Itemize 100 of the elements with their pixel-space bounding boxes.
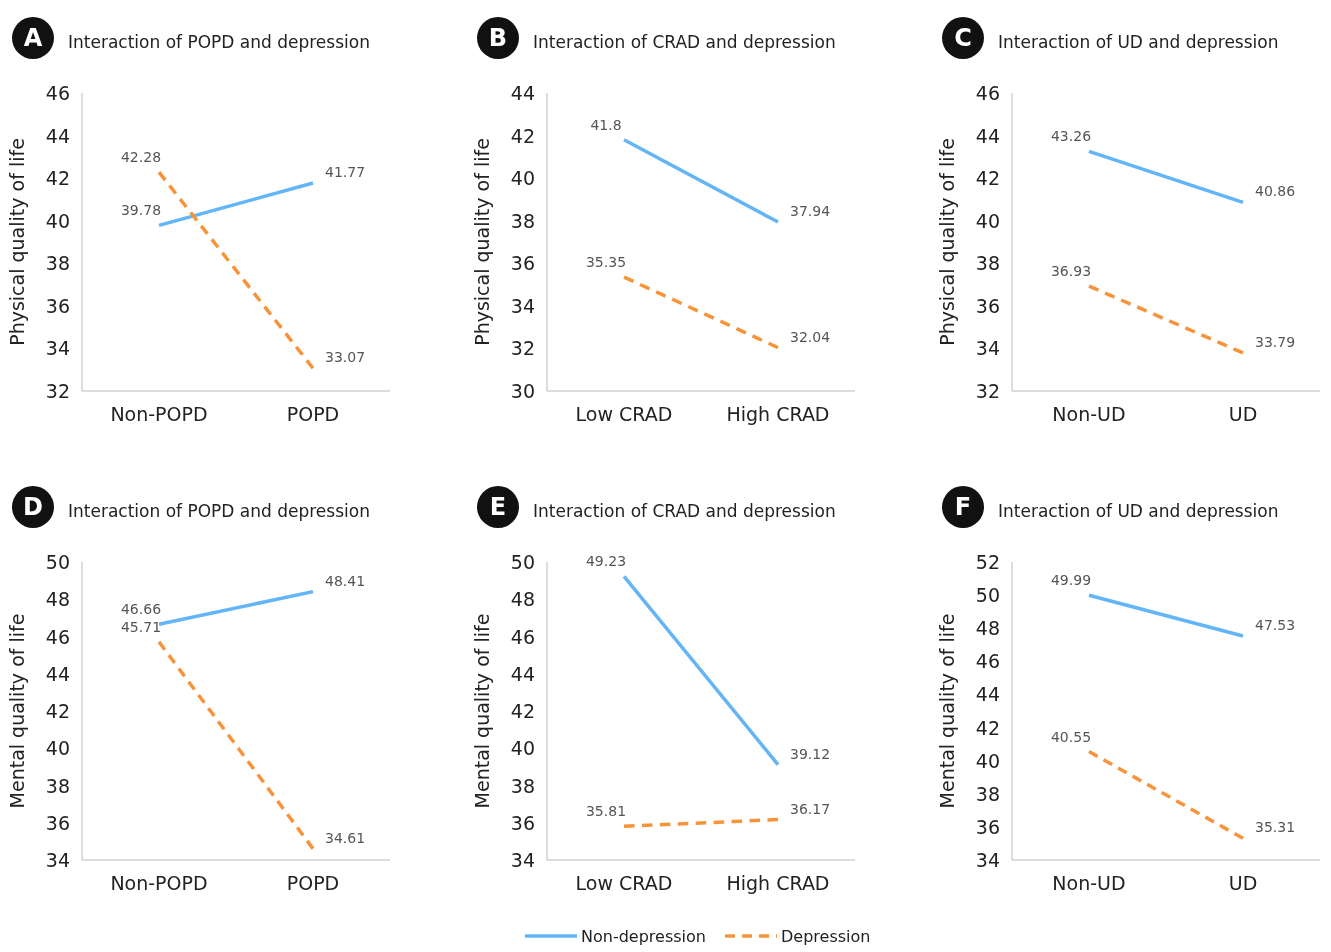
y-axis-title: Mental quality of life — [6, 613, 28, 809]
y-tick-label: 34 — [510, 849, 535, 871]
y-tick-label: 40 — [45, 737, 70, 760]
y-axis-title: Mental quality of life — [936, 613, 958, 809]
chart-title: Interaction of UD and depression — [998, 501, 1279, 521]
data-label: 49.99 — [1050, 572, 1092, 589]
data-label: 39.12 — [790, 745, 831, 762]
y-tick-label: 44 — [975, 124, 1000, 147]
y-tick-label: 42 — [510, 700, 535, 722]
data-label: 45.71 — [120, 618, 162, 635]
x-tick-label: UD — [1228, 403, 1258, 425]
y-tick-label: 38 — [975, 252, 1000, 275]
legend-label: Non-depression — [581, 927, 706, 946]
y-axis-title: Physical quality of life — [6, 138, 28, 346]
x-tick-label: Non-UD — [1052, 403, 1126, 425]
y-tick-label: 40 — [975, 749, 1000, 772]
y-tick-label: 44 — [45, 662, 70, 685]
y-tick-label: 40 — [510, 167, 535, 190]
text: E — [489, 493, 507, 521]
y-tick-label: 42 — [510, 124, 535, 147]
data-label: 42.28 — [120, 149, 162, 166]
y-tick-label: 46 — [45, 625, 70, 648]
y-tick-label: 36 — [975, 815, 1000, 838]
x-tick-label: High CRAD — [726, 872, 830, 894]
text: F — [954, 493, 972, 521]
y-tick-label: 46 — [975, 650, 1000, 673]
y-axis-title: Physical quality of life — [471, 138, 493, 346]
data-label: 49.23 — [585, 553, 627, 570]
y-tick-label: 36 — [510, 252, 535, 275]
chart-title: Interaction of CRAD and depression — [533, 501, 836, 521]
y-tick-label: 48 — [975, 617, 1000, 640]
y-tick-label: 42 — [975, 716, 1000, 739]
x-tick-label: Non-POPD — [110, 872, 208, 894]
legend-label: Depression — [781, 927, 871, 946]
y-tick-label: 50 — [45, 551, 70, 573]
chart-title: Interaction of POPD and depression — [68, 32, 370, 52]
y-tick-label: 38 — [45, 252, 70, 275]
y-tick-label: 48 — [510, 588, 535, 611]
x-tick-label: Low CRAD — [575, 872, 673, 894]
data-label: 33.79 — [1255, 333, 1296, 350]
y-tick-label: 40 — [45, 209, 70, 232]
y-tick-label: 44 — [510, 662, 535, 685]
y-tick-label: 38 — [975, 782, 1000, 805]
y-tick-label: 42 — [45, 167, 70, 190]
data-label: 48.41 — [325, 572, 366, 589]
y-tick-label: 44 — [510, 82, 535, 104]
y-tick-label: 50 — [510, 551, 535, 573]
y-axis-title: Mental quality of life — [471, 613, 493, 809]
y-tick-label: 36 — [45, 294, 70, 317]
y-tick-label: 42 — [975, 167, 1000, 190]
data-label: 35.31 — [1255, 819, 1296, 836]
data-label: 35.81 — [585, 803, 627, 820]
data-label: 41.77 — [325, 164, 366, 181]
chart-title: Interaction of UD and depression — [998, 32, 1279, 52]
x-tick-label: POPD — [286, 403, 340, 425]
data-label: 39.78 — [120, 202, 162, 219]
y-tick-label: 50 — [975, 584, 1000, 607]
data-label: 47.53 — [1255, 617, 1296, 633]
x-tick-label: POPD — [286, 872, 340, 894]
data-label: 32.04 — [790, 328, 831, 345]
data-label: 36.93 — [1050, 263, 1092, 280]
y-tick-label: 34 — [975, 849, 1000, 871]
y-tick-label: 38 — [45, 774, 70, 797]
y-axis-title: Physical quality of life — [936, 138, 958, 346]
y-tick-label: 44 — [45, 124, 70, 147]
y-tick-label: 34 — [510, 294, 535, 317]
chart-title: Interaction of POPD and depression — [68, 501, 370, 521]
data-label: 40.86 — [1255, 183, 1296, 200]
y-tick-label: 32 — [975, 380, 1000, 402]
x-tick-label: High CRAD — [726, 403, 830, 425]
y-tick-label: 40 — [510, 737, 535, 760]
y-tick-label: 40 — [975, 209, 1000, 232]
x-tick-label: Non-UD — [1052, 872, 1126, 894]
text: A — [23, 24, 43, 52]
y-tick-label: 46 — [975, 82, 1000, 104]
data-label: 40.55 — [1050, 728, 1092, 745]
data-label: 43.26 — [1050, 128, 1092, 145]
x-tick-label: Non-POPD — [110, 403, 208, 425]
data-label: 33.07 — [325, 349, 366, 366]
y-tick-label: 38 — [510, 774, 535, 797]
chart-title: Interaction of CRAD and depression — [533, 32, 836, 52]
data-label: 37.94 — [790, 202, 831, 219]
y-tick-label: 32 — [45, 380, 70, 402]
x-tick-label: UD — [1228, 872, 1258, 894]
y-tick-label: 46 — [510, 625, 535, 648]
data-label: 35.35 — [585, 254, 627, 271]
y-tick-label: 36 — [975, 294, 1000, 317]
y-tick-label: 48 — [45, 588, 70, 611]
x-tick-label: Low CRAD — [575, 403, 673, 425]
data-label: 34.61 — [325, 829, 366, 846]
text: C — [954, 24, 972, 52]
y-tick-label: 30 — [510, 380, 535, 402]
text: D — [23, 493, 43, 521]
data-label: 36.17 — [790, 800, 831, 817]
y-tick-label: 42 — [45, 700, 70, 722]
y-tick-label: 52 — [975, 551, 1000, 573]
y-tick-label: 44 — [975, 683, 1000, 706]
data-label: 46.66 — [120, 601, 162, 618]
y-tick-label: 34 — [45, 849, 70, 871]
y-tick-label: 38 — [510, 209, 535, 232]
